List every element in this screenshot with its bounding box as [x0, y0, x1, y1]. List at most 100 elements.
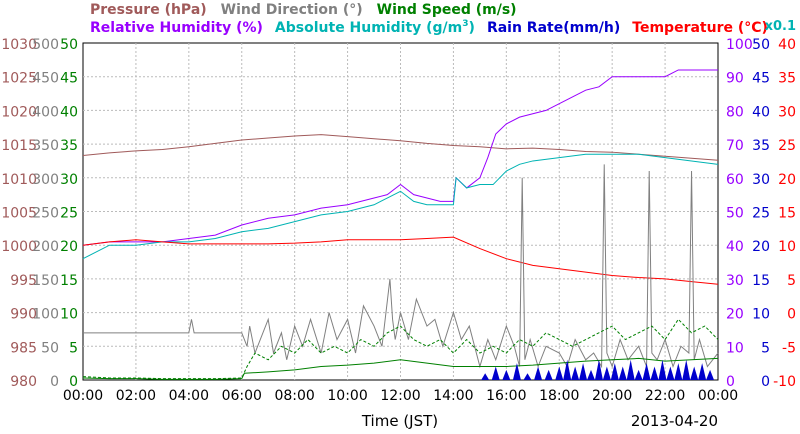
humidity-tick-label: 40	[726, 239, 744, 255]
rain-spike	[523, 373, 532, 380]
humidity-tick-label: 20	[726, 307, 744, 323]
grid	[83, 43, 718, 380]
x-tick-label: 00:00	[63, 388, 103, 404]
date-label: 2013-04-20	[631, 412, 718, 430]
rain-spike	[481, 373, 490, 380]
wind-direction-tick-label: 150	[32, 273, 59, 289]
wind-direction-tick-label: 400	[32, 104, 59, 120]
rain-rate-tick-label: 50	[752, 37, 770, 53]
pressure-tick-label: 1025	[1, 71, 37, 87]
rain-spike	[698, 363, 707, 380]
wind-direction-tick-label: 50	[41, 340, 59, 356]
humidity-tick-label: 80	[726, 104, 744, 120]
pressure-tick-label: 1010	[1, 172, 37, 188]
wind-direction-tick-label: 200	[32, 239, 59, 255]
temperature-tick-label: 15	[778, 206, 796, 222]
x-tick-label: 00:00	[698, 388, 738, 404]
x-axis-label: Time (JST)	[361, 412, 438, 430]
rain-spike	[555, 366, 564, 380]
wind-speed-tick-label: 40	[60, 104, 78, 120]
wind-direction-tick-label: 500	[32, 37, 59, 53]
pressure-tick-label: 995	[10, 273, 37, 289]
rain-spike	[658, 359, 667, 380]
pressure-tick-label: 1005	[1, 206, 37, 222]
rain-spike	[618, 366, 627, 380]
wind-speed-tick-label: 35	[60, 138, 78, 154]
temperature-tick-label: -5	[782, 340, 796, 356]
wind-direction-tick-label: 350	[32, 138, 59, 154]
temperature-tick-label: 5	[787, 273, 796, 289]
wind-speed-tick-label: 15	[60, 273, 78, 289]
rain-rate-tick-label: 30	[752, 172, 770, 188]
wind-speed-tick-label: 0	[69, 374, 78, 390]
wind-direction-tick-label: 250	[32, 206, 59, 222]
humidity-tick-label: 0	[726, 374, 735, 390]
legend-entry: Wind Speed (m/s)	[377, 2, 517, 18]
humidity-tick-label: 60	[726, 172, 744, 188]
temperature-tick-label: 30	[778, 104, 796, 120]
temperature-tick-label: -10	[773, 374, 796, 390]
rain-spike	[634, 369, 643, 380]
rain-spike	[666, 366, 675, 380]
humidity-tick-label: 100	[726, 37, 753, 53]
rain-rate-tick-label: 15	[752, 273, 770, 289]
rain-rate-tick-label: 20	[752, 239, 770, 255]
legend-entry: Relative Humidity (%)	[90, 20, 263, 36]
legend-entry: Absolute Humidity (g/m3)	[275, 19, 475, 36]
rain-rate-tick-label: 40	[752, 104, 770, 120]
wind-speed-tick-label: 20	[60, 239, 78, 255]
legend-entry: Wind Direction (°)	[221, 2, 363, 18]
pressure-tick-label: 985	[10, 340, 37, 356]
rain-spike	[534, 366, 543, 380]
rain-spike	[594, 359, 603, 380]
rain-spike	[674, 363, 683, 380]
rain-spike	[602, 366, 611, 380]
wind-speed-tick-label: 10	[60, 307, 78, 323]
x-tick-label: 12:00	[380, 388, 420, 404]
wind-direction-tick-label: 300	[32, 172, 59, 188]
series-line	[82, 236, 719, 285]
series-line	[82, 318, 719, 380]
rain-spike	[512, 363, 521, 380]
temperature-tick-label: 20	[778, 172, 796, 188]
rain-spike	[642, 363, 651, 380]
rain-spike	[650, 366, 659, 380]
series-line	[82, 134, 719, 161]
rain-spike	[502, 369, 511, 380]
wind-direction-tick-label: 100	[32, 307, 59, 323]
rain-rate-tick-label: 25	[752, 206, 770, 222]
rain-rate-tick-label: 5	[761, 340, 770, 356]
pressure-tick-label: 1000	[1, 239, 37, 255]
x-tick-label: 18:00	[539, 388, 579, 404]
humidity-tick-label: 90	[726, 71, 744, 87]
pressure-tick-label: 990	[10, 307, 37, 323]
rain-spike	[610, 363, 619, 380]
pressure-tick-label: 980	[10, 374, 37, 390]
series-line	[82, 357, 719, 380]
legend-entry: Temperature (°C)	[632, 20, 768, 36]
rain-rate-tick-label: 10	[752, 307, 770, 323]
rain-spike	[706, 369, 715, 380]
legend: Pressure (hPa) Wind Direction (°) Wind Spe…	[90, 2, 796, 36]
rain-rate-tick-label: 35	[752, 138, 770, 154]
rain-spike	[690, 366, 699, 380]
legend-entry: Pressure (hPa)	[90, 2, 207, 18]
x-tick-label: 22:00	[645, 388, 685, 404]
rain-spike	[563, 359, 572, 380]
x-tick-label: 02:00	[116, 388, 156, 404]
x-tick-label: 20:00	[592, 388, 632, 404]
legend-entry: Rain Rate(mm/h)	[487, 20, 620, 36]
humidity-tick-label: 70	[726, 138, 744, 154]
x-tick-label: 14:00	[433, 388, 473, 404]
wind-speed-tick-label: 45	[60, 71, 78, 87]
temperature-tick-label: 0	[787, 307, 796, 323]
series-group	[82, 69, 719, 380]
rain-spike	[571, 366, 580, 380]
rain-rate-tick-label: 0	[761, 374, 770, 390]
temperature-tick-label: 10	[778, 239, 796, 255]
x-tick-label: 06:00	[222, 388, 262, 404]
pressure-tick-label: 1015	[1, 138, 37, 154]
pressure-tick-label: 1020	[1, 104, 37, 120]
x-tick-label: 10:00	[327, 388, 367, 404]
